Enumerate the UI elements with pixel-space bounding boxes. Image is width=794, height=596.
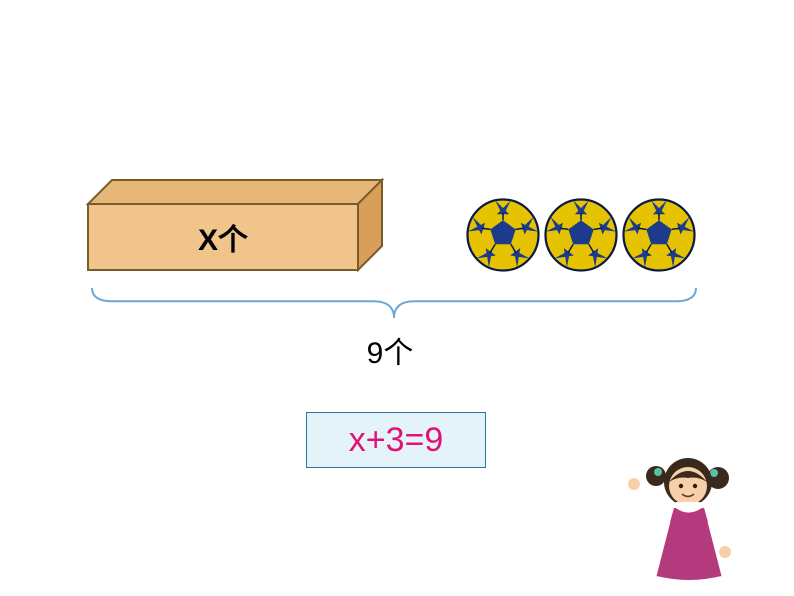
soccer-balls-group	[466, 198, 696, 272]
curly-brace	[92, 286, 696, 325]
soccer-ball-icon	[544, 198, 618, 272]
box-label-text: X个	[198, 215, 248, 259]
total-count-text: 9个	[367, 337, 414, 370]
soccer-ball-icon	[622, 198, 696, 272]
equation-text: x+3=9	[349, 421, 444, 460]
girl-clipart	[614, 442, 764, 592]
total-count-label: 9个	[330, 328, 450, 372]
soccer-ball-icon	[466, 198, 540, 272]
box-label: X个	[88, 204, 358, 270]
equation-box: x+3=9	[306, 412, 486, 468]
diagram-stage: X个 9个 x+3=9	[0, 0, 794, 596]
